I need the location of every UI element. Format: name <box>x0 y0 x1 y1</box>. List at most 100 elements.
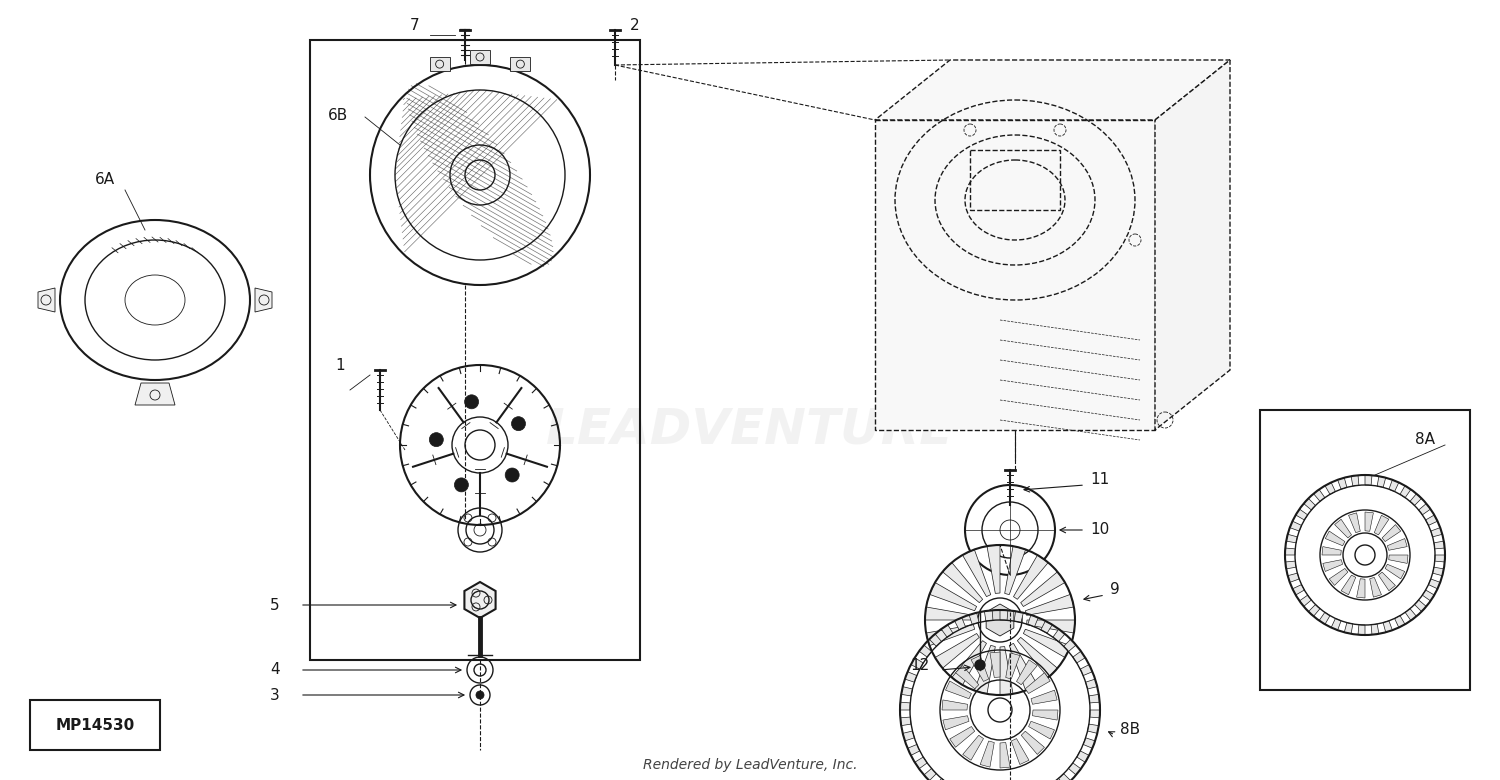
Polygon shape <box>1382 525 1401 541</box>
Polygon shape <box>1371 624 1378 635</box>
Polygon shape <box>1335 519 1352 538</box>
Polygon shape <box>1005 653 1020 679</box>
Polygon shape <box>1030 690 1057 704</box>
Text: 10: 10 <box>1090 523 1108 537</box>
Text: 4: 4 <box>270 662 279 678</box>
Polygon shape <box>1432 567 1444 576</box>
Polygon shape <box>1358 625 1365 635</box>
Text: 1: 1 <box>334 357 345 373</box>
Polygon shape <box>429 57 450 71</box>
Polygon shape <box>1378 572 1395 590</box>
Polygon shape <box>975 645 996 694</box>
Polygon shape <box>1032 710 1058 720</box>
Polygon shape <box>956 665 980 689</box>
Polygon shape <box>926 625 975 646</box>
Polygon shape <box>38 288 56 312</box>
Polygon shape <box>1304 498 1316 510</box>
Polygon shape <box>944 716 969 730</box>
Bar <box>970 150 1060 210</box>
Circle shape <box>465 395 478 409</box>
Polygon shape <box>1286 561 1296 569</box>
Polygon shape <box>1356 579 1365 598</box>
Polygon shape <box>1419 504 1431 515</box>
Polygon shape <box>1017 637 1058 678</box>
Polygon shape <box>1080 665 1092 675</box>
Polygon shape <box>1314 490 1324 502</box>
Polygon shape <box>874 120 1155 430</box>
Polygon shape <box>1318 612 1330 624</box>
Polygon shape <box>1434 555 1444 562</box>
Polygon shape <box>1029 722 1054 739</box>
Polygon shape <box>1308 604 1320 616</box>
Polygon shape <box>969 613 980 625</box>
Text: 12: 12 <box>910 658 928 672</box>
Polygon shape <box>1326 531 1346 546</box>
Polygon shape <box>135 383 176 405</box>
Polygon shape <box>470 50 490 64</box>
Polygon shape <box>990 652 1000 678</box>
Text: 7: 7 <box>410 17 420 33</box>
Polygon shape <box>1286 548 1296 555</box>
Text: 6A: 6A <box>94 172 116 187</box>
Polygon shape <box>987 545 1000 594</box>
Polygon shape <box>930 634 942 647</box>
Polygon shape <box>1299 595 1311 606</box>
Polygon shape <box>942 562 982 603</box>
Circle shape <box>506 468 519 482</box>
Polygon shape <box>1388 538 1407 550</box>
Polygon shape <box>510 57 531 71</box>
Polygon shape <box>1384 564 1404 579</box>
Polygon shape <box>1434 541 1444 549</box>
Polygon shape <box>900 717 910 725</box>
Polygon shape <box>1023 629 1071 658</box>
Polygon shape <box>1064 640 1076 651</box>
Polygon shape <box>1341 575 1356 594</box>
Bar <box>310 40 640 660</box>
Polygon shape <box>1344 622 1353 634</box>
Polygon shape <box>1296 509 1308 520</box>
Polygon shape <box>984 610 993 621</box>
Polygon shape <box>926 607 974 620</box>
Polygon shape <box>903 731 915 741</box>
Polygon shape <box>1324 483 1335 495</box>
Polygon shape <box>954 618 966 629</box>
Polygon shape <box>1322 547 1341 555</box>
Bar <box>1260 410 1470 690</box>
Circle shape <box>429 433 444 447</box>
Polygon shape <box>1293 584 1305 595</box>
Polygon shape <box>1026 594 1074 615</box>
Polygon shape <box>1348 512 1360 533</box>
Polygon shape <box>945 681 972 699</box>
Text: 11: 11 <box>1090 473 1108 488</box>
Polygon shape <box>1026 620 1075 633</box>
Polygon shape <box>1395 615 1406 627</box>
Polygon shape <box>1028 615 1038 627</box>
Circle shape <box>512 417 525 431</box>
Polygon shape <box>1414 600 1426 612</box>
Polygon shape <box>1000 743 1010 768</box>
Polygon shape <box>924 768 936 780</box>
Polygon shape <box>1088 724 1100 733</box>
Polygon shape <box>1370 577 1382 597</box>
Polygon shape <box>1365 475 1372 485</box>
Circle shape <box>454 478 468 492</box>
Polygon shape <box>934 778 946 780</box>
Polygon shape <box>1059 774 1071 780</box>
Polygon shape <box>874 60 1230 120</box>
Polygon shape <box>1053 629 1065 642</box>
Polygon shape <box>1410 494 1422 505</box>
Polygon shape <box>1077 751 1089 762</box>
Polygon shape <box>1377 477 1386 488</box>
Polygon shape <box>1010 644 1038 690</box>
Text: 3: 3 <box>270 687 279 703</box>
Polygon shape <box>900 702 910 710</box>
Circle shape <box>476 691 484 699</box>
Polygon shape <box>255 288 272 312</box>
Text: 6B: 6B <box>328 108 348 122</box>
Text: LEADVENTURE: LEADVENTURE <box>546 406 954 454</box>
Polygon shape <box>1041 621 1052 633</box>
Polygon shape <box>986 604 1014 636</box>
Polygon shape <box>920 645 932 657</box>
Text: 2: 2 <box>630 17 639 33</box>
Polygon shape <box>1422 590 1434 601</box>
